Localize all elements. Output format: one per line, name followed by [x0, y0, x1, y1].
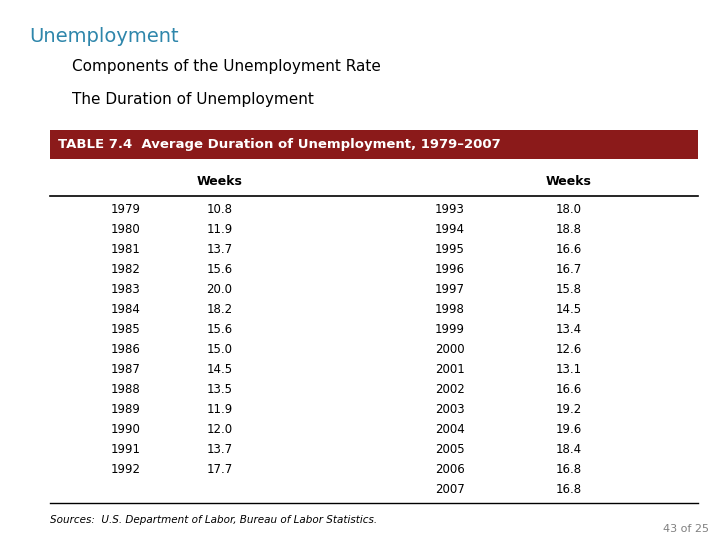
Text: 11.9: 11.9	[207, 223, 233, 236]
Text: 10.8: 10.8	[207, 203, 233, 216]
Text: 19.6: 19.6	[556, 423, 582, 436]
Text: 17.7: 17.7	[207, 463, 233, 476]
Text: 1997: 1997	[435, 283, 465, 296]
Text: 15.6: 15.6	[207, 263, 233, 276]
Text: 14.5: 14.5	[207, 363, 233, 376]
Text: 2005: 2005	[435, 443, 465, 456]
Text: 18.2: 18.2	[207, 303, 233, 316]
Text: TABLE 7.4  Average Duration of Unemployment, 1979–2007: TABLE 7.4 Average Duration of Unemployme…	[58, 138, 500, 151]
Text: Components of the Unemployment Rate: Components of the Unemployment Rate	[72, 59, 381, 75]
Text: 12.6: 12.6	[556, 343, 582, 356]
Text: 20.0: 20.0	[207, 283, 233, 296]
Text: 1995: 1995	[435, 243, 465, 256]
Text: 2007: 2007	[435, 483, 465, 496]
Text: 13.7: 13.7	[207, 243, 233, 256]
Text: 12.0: 12.0	[207, 423, 233, 436]
Text: 1990: 1990	[111, 423, 141, 436]
Text: Weeks: Weeks	[546, 176, 592, 188]
Text: 15.0: 15.0	[207, 343, 233, 356]
Text: 16.7: 16.7	[556, 263, 582, 276]
Text: 1988: 1988	[111, 383, 141, 396]
Text: Weeks: Weeks	[197, 176, 243, 188]
Text: 13.5: 13.5	[207, 383, 233, 396]
Text: 1989: 1989	[111, 403, 141, 416]
Text: 1983: 1983	[111, 283, 141, 296]
Text: 2003: 2003	[435, 403, 465, 416]
Text: 11.9: 11.9	[207, 403, 233, 416]
Text: 2001: 2001	[435, 363, 465, 376]
Text: 2004: 2004	[435, 423, 465, 436]
Text: 16.6: 16.6	[556, 243, 582, 256]
Text: 1999: 1999	[435, 323, 465, 336]
Text: 18.8: 18.8	[556, 223, 582, 236]
Text: 1993: 1993	[435, 203, 465, 216]
Text: 1981: 1981	[111, 243, 141, 256]
Text: 15.6: 15.6	[207, 323, 233, 336]
FancyBboxPatch shape	[50, 130, 698, 159]
Text: 15.8: 15.8	[556, 283, 582, 296]
Text: 43 of 25: 43 of 25	[663, 523, 709, 534]
Text: 1979: 1979	[111, 203, 141, 216]
Text: 1987: 1987	[111, 363, 141, 376]
Text: 1992: 1992	[111, 463, 141, 476]
Text: 1996: 1996	[435, 263, 465, 276]
Text: 19.2: 19.2	[556, 403, 582, 416]
Text: 1982: 1982	[111, 263, 141, 276]
Text: 1994: 1994	[435, 223, 465, 236]
Text: 1986: 1986	[111, 343, 141, 356]
Text: 1991: 1991	[111, 443, 141, 456]
Text: 18.4: 18.4	[556, 443, 582, 456]
Text: 14.5: 14.5	[556, 303, 582, 316]
Text: Sources:  U.S. Department of Labor, Bureau of Labor Statistics.: Sources: U.S. Department of Labor, Burea…	[50, 515, 377, 525]
Text: 2000: 2000	[435, 343, 465, 356]
Text: 13.4: 13.4	[556, 323, 582, 336]
Text: 16.8: 16.8	[556, 463, 582, 476]
Text: The Duration of Unemployment: The Duration of Unemployment	[72, 92, 314, 107]
Text: 16.6: 16.6	[556, 383, 582, 396]
Text: 1984: 1984	[111, 303, 141, 316]
Text: 2002: 2002	[435, 383, 465, 396]
Text: Unemployment: Unemployment	[29, 27, 179, 46]
Text: 1998: 1998	[435, 303, 465, 316]
Text: 13.1: 13.1	[556, 363, 582, 376]
Text: 13.7: 13.7	[207, 443, 233, 456]
Text: 16.8: 16.8	[556, 483, 582, 496]
Text: 1980: 1980	[111, 223, 141, 236]
Text: 2006: 2006	[435, 463, 465, 476]
Text: 1985: 1985	[111, 323, 141, 336]
Text: 18.0: 18.0	[556, 203, 582, 216]
